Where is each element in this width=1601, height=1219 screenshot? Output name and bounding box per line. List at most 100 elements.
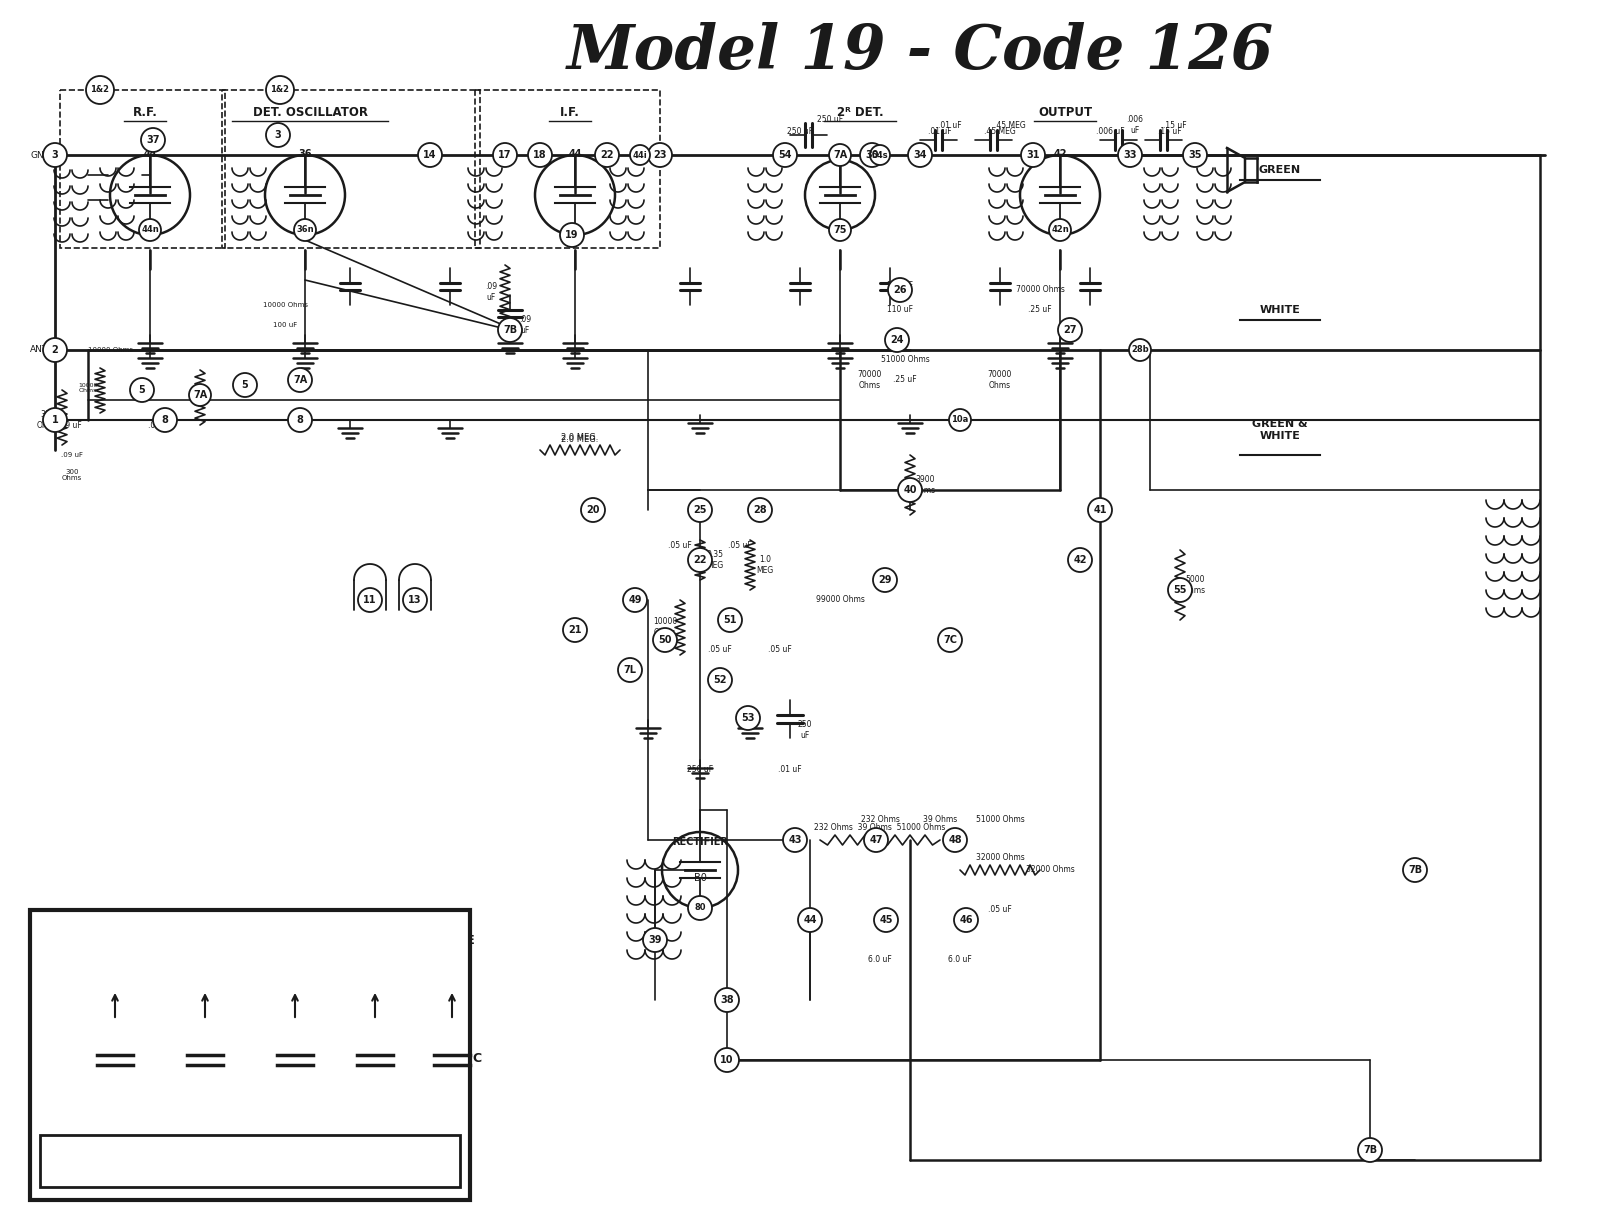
Circle shape (631, 145, 650, 165)
Text: 13: 13 (408, 595, 421, 605)
Circle shape (949, 410, 970, 432)
Text: .05 uF: .05 uF (708, 646, 732, 655)
Circle shape (716, 1048, 740, 1072)
Circle shape (829, 219, 852, 241)
Text: 232 Ohms: 232 Ohms (861, 816, 900, 824)
Text: 10000 Ohms: 10000 Ohms (88, 347, 133, 354)
Text: 32000 Ohms: 32000 Ohms (1026, 865, 1074, 874)
Text: .01 uF: .01 uF (929, 128, 953, 137)
Circle shape (1358, 1139, 1382, 1162)
Text: 26: 26 (893, 285, 906, 295)
Text: 28b: 28b (1132, 345, 1150, 355)
Text: 250 uF: 250 uF (788, 128, 813, 137)
Text: 2ᴿ DET.: 2ᴿ DET. (837, 106, 884, 119)
Text: WHITE: WHITE (272, 934, 319, 946)
Text: 47: 47 (869, 835, 882, 845)
Text: .05 MF.: .05 MF. (187, 1023, 223, 1032)
Text: 27: 27 (1063, 325, 1077, 335)
Text: 70000
Ohms: 70000 Ohms (988, 371, 1012, 390)
Text: 52: 52 (714, 675, 727, 685)
Text: 25: 25 (693, 505, 706, 514)
Text: 32000 Ohms: 32000 Ohms (975, 852, 1025, 862)
Text: 29: 29 (879, 575, 892, 585)
Text: 19: 19 (565, 230, 578, 240)
Text: C: C (472, 1052, 482, 1065)
Text: 24: 24 (890, 335, 903, 345)
Circle shape (1129, 339, 1151, 361)
Text: 42: 42 (1073, 555, 1087, 564)
Text: 44i: 44i (632, 150, 647, 160)
Text: 75: 75 (833, 226, 847, 235)
Text: 44: 44 (804, 915, 817, 925)
Text: .15 uF: .15 uF (1158, 128, 1182, 137)
Text: 5: 5 (139, 385, 146, 395)
Text: 11: 11 (363, 595, 376, 605)
Text: 42: 42 (1053, 149, 1066, 158)
Circle shape (295, 219, 315, 241)
Text: ANT.: ANT. (30, 345, 50, 355)
Text: .01 uF: .01 uF (778, 766, 802, 774)
Text: 300
Ohms: 300 Ohms (37, 411, 59, 430)
Text: 7A: 7A (192, 390, 207, 400)
Text: 232 Ohms  39 Ohms  51000 Ohms: 232 Ohms 39 Ohms 51000 Ohms (815, 824, 946, 833)
Text: 40: 40 (903, 485, 917, 495)
Text: E: E (226, 1052, 234, 1065)
Text: 39: 39 (648, 935, 661, 945)
Text: 44n: 44n (141, 226, 158, 234)
Text: 7A: 7A (833, 150, 847, 160)
Circle shape (860, 143, 884, 167)
Text: .45 MEG: .45 MEG (994, 121, 1026, 129)
Text: I.F.: I.F. (560, 106, 580, 119)
Text: 36: 36 (298, 149, 312, 158)
Circle shape (1049, 219, 1071, 241)
Text: 7C: 7C (943, 635, 957, 645)
Text: 1&2: 1&2 (271, 85, 290, 95)
Text: 54s: 54s (871, 150, 889, 160)
Circle shape (688, 549, 712, 572)
Circle shape (873, 568, 897, 592)
Text: 110 uF: 110 uF (887, 306, 913, 315)
Text: Model 19 - Code 126: Model 19 - Code 126 (567, 22, 1274, 82)
Circle shape (1183, 143, 1207, 167)
Text: BL.TR.: BL.TR. (272, 953, 317, 967)
Circle shape (748, 499, 772, 522)
Text: WHITE: WHITE (352, 934, 399, 946)
Circle shape (717, 608, 741, 631)
Text: 5: 5 (242, 380, 248, 390)
Text: 23: 23 (653, 150, 666, 160)
Text: .15 uF: .15 uF (1164, 121, 1186, 129)
Text: 10000
Ohms: 10000 Ohms (653, 617, 677, 636)
Bar (59, 90, 226, 247)
Text: .09MF: .09MF (359, 1023, 391, 1032)
Bar (40, 1135, 459, 1187)
Text: 100 uF: 100 uF (272, 322, 298, 328)
Text: 8: 8 (162, 414, 168, 425)
Text: 51000 Ohms: 51000 Ohms (975, 816, 1025, 824)
Circle shape (86, 76, 114, 104)
Circle shape (943, 828, 967, 852)
Circle shape (773, 143, 797, 167)
Circle shape (266, 123, 290, 147)
Circle shape (865, 828, 889, 852)
Text: 51000 Ohms: 51000 Ohms (881, 356, 929, 364)
Circle shape (797, 908, 821, 933)
Circle shape (560, 223, 584, 247)
Bar (223, 90, 480, 247)
Text: 44: 44 (568, 149, 581, 158)
Text: B0: B0 (693, 873, 706, 883)
Text: .09 uF: .09 uF (61, 452, 83, 458)
Text: WHITE: WHITE (1260, 305, 1300, 315)
Text: .05 uF: .05 uF (668, 540, 692, 550)
Text: 1&2: 1&2 (91, 85, 109, 95)
Text: .01 uF: .01 uF (938, 121, 962, 129)
Circle shape (43, 338, 67, 362)
Text: 39 Ohms: 39 Ohms (922, 816, 957, 824)
Circle shape (716, 989, 740, 1012)
Text: WHITE: WHITE (429, 934, 475, 946)
Text: 8: 8 (296, 414, 304, 425)
Text: 2.0 MEG.: 2.0 MEG. (562, 434, 599, 442)
Text: GREEN &
WHITE: GREEN & WHITE (1252, 419, 1308, 441)
Text: 1: 1 (51, 414, 58, 425)
Text: .09ME: .09ME (279, 1023, 311, 1032)
Text: 51: 51 (724, 616, 736, 625)
